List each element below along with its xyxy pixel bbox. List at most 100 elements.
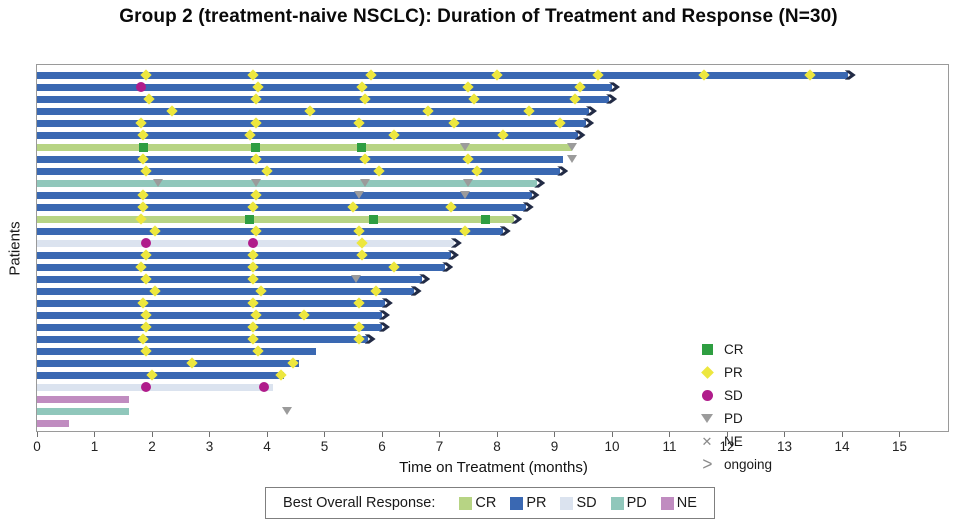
patient-row [37, 81, 948, 93]
cr-square-marker [245, 214, 255, 224]
marker-legend-item: ✕ NE [699, 430, 772, 453]
marker-legend-item: PR [699, 361, 772, 384]
cr-square-marker [357, 142, 367, 152]
patient-row [37, 141, 948, 153]
treatment-bar [37, 335, 368, 343]
x-tick-label: 12 [719, 439, 735, 454]
x-tick [899, 432, 900, 437]
patient-row [37, 345, 948, 357]
marker-legend-item: CR [699, 338, 772, 361]
sd-circle-marker [135, 82, 146, 92]
response-swatch-pd [610, 496, 624, 510]
marker-legend-label: SD [724, 388, 743, 403]
x-tick [324, 432, 325, 437]
treatment-bar [37, 287, 414, 295]
patient-row [37, 357, 948, 369]
patient-row [37, 117, 948, 129]
ne-x-icon: ✕ [701, 434, 713, 449]
ongoing-chevron-icon: > [701, 453, 713, 476]
pd-triangle-marker [354, 191, 364, 199]
patient-row [37, 297, 948, 309]
patient-row [37, 69, 948, 81]
response-legend-item: PD [610, 495, 647, 511]
x-tick-label: 0 [33, 439, 41, 454]
patient-row [37, 213, 948, 225]
marker-legend-symbol: ✕ [699, 435, 715, 448]
x-tick [94, 432, 95, 437]
marker-legend-label: ongoing [724, 457, 773, 472]
patient-row [37, 321, 948, 333]
treatment-bar [37, 131, 578, 139]
patient-row [37, 393, 948, 405]
pd-triangle-icon [701, 414, 713, 423]
x-tick-label: 9 [550, 439, 559, 454]
patient-row [37, 225, 948, 237]
y-axis-label: Patients [6, 220, 24, 276]
x-tick-label: 7 [435, 439, 444, 454]
pd-triangle-marker [460, 191, 471, 199]
response-swatch-ne [660, 496, 674, 510]
response-legend-label: CR [475, 495, 497, 511]
treatment-bar [37, 347, 316, 355]
treatment-bar [37, 419, 69, 427]
treatment-bar [37, 227, 503, 235]
marker-legend-symbol [699, 390, 715, 401]
response-swatch-pr [510, 496, 524, 510]
sd-circle-marker [141, 382, 152, 392]
treatment-bar [37, 383, 273, 391]
treatment-bar [37, 311, 382, 319]
best-overall-response-legend: Best Overall Response: CR PR SD PD NE [265, 487, 715, 519]
x-tick [209, 432, 210, 437]
response-legend-label: SD [576, 495, 597, 511]
marker-legend-symbol: > [699, 453, 715, 476]
patient-row [37, 189, 948, 201]
patient-row [37, 417, 948, 429]
pd-triangle-marker [250, 179, 261, 187]
x-tick [381, 432, 383, 437]
patient-row [37, 273, 948, 285]
x-tick [841, 432, 843, 437]
patient-row [37, 369, 948, 381]
sd-circle-icon [701, 390, 713, 401]
treatment-bar [37, 299, 385, 307]
patient-row [37, 105, 948, 117]
patient-row [37, 237, 948, 249]
treatment-bar [37, 239, 454, 247]
patient-row [37, 201, 948, 213]
x-tick [439, 432, 440, 437]
patient-row [37, 153, 948, 165]
patient-row [37, 249, 948, 261]
pd-triangle-marker [463, 179, 474, 187]
marker-legend-item: PD [699, 407, 772, 430]
cr-square-marker [251, 142, 260, 152]
swimmer-rows [37, 65, 948, 431]
patient-row [37, 285, 948, 297]
cr-square-marker [368, 214, 378, 224]
pr-diamond-marker [275, 369, 288, 381]
patient-row [37, 129, 948, 141]
x-tick-label: 15 [891, 439, 908, 454]
patient-row [37, 93, 948, 105]
response-legend-item: SD [560, 495, 597, 511]
response-legend-label: NE [676, 495, 697, 511]
x-tick [266, 432, 268, 437]
treatment-bar [37, 95, 610, 103]
response-legend-label: PD [626, 495, 647, 511]
x-tick-label: 2 [148, 439, 156, 454]
treatment-bar [37, 155, 564, 163]
response-legend-item: CR [459, 495, 496, 511]
treatment-bar [37, 83, 612, 91]
treatment-bar [37, 179, 538, 187]
patient-row [37, 261, 948, 273]
treatment-bar [37, 143, 572, 151]
treatment-bar [37, 323, 382, 331]
treatment-bar [37, 395, 129, 403]
x-tick-label: 4 [263, 439, 271, 454]
pd-triangle-marker [282, 407, 293, 415]
x-tick-label: 1 [90, 439, 99, 454]
x-tick-label: 14 [834, 439, 850, 454]
pd-triangle-marker [566, 155, 577, 163]
x-tick [726, 432, 728, 437]
x-axis: 0 1 2 3 4 5 6 7 8 9 10 11 12 13 14 15 [33, 432, 950, 458]
response-swatch-cr [459, 496, 473, 510]
